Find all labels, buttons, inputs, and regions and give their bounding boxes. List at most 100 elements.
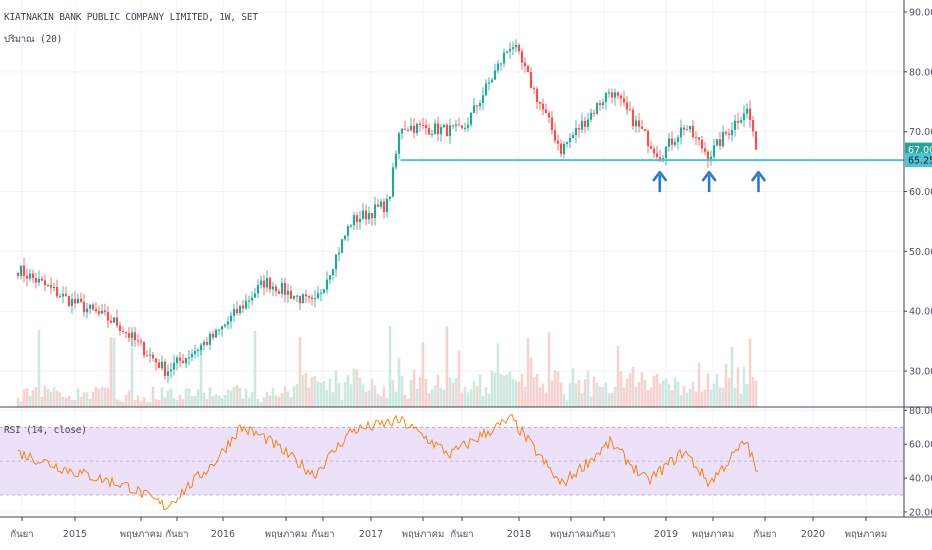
price-tag-bg xyxy=(905,153,932,168)
volume-bar xyxy=(661,380,665,407)
volume-bar xyxy=(316,381,320,407)
volume-bar xyxy=(298,337,302,407)
candle xyxy=(88,304,92,309)
volume-bar xyxy=(331,392,335,407)
volume-bar xyxy=(520,374,524,407)
volume-bar xyxy=(730,346,734,407)
candle xyxy=(184,357,188,364)
volume-bar xyxy=(517,381,521,407)
candle xyxy=(616,92,620,96)
volume-bar xyxy=(25,388,29,407)
volume-bar xyxy=(325,390,329,407)
volume-bar xyxy=(109,337,113,407)
volume-bar xyxy=(457,350,461,407)
candle xyxy=(466,124,470,128)
candle xyxy=(157,362,161,369)
candle xyxy=(409,125,413,131)
candle xyxy=(400,128,404,134)
volume-bar xyxy=(175,400,179,407)
candle xyxy=(535,88,539,102)
candle xyxy=(739,119,743,123)
candle xyxy=(652,148,656,154)
volume-bar xyxy=(307,387,311,407)
candle xyxy=(433,123,437,134)
volume-bar xyxy=(664,378,668,407)
candle xyxy=(289,290,293,299)
candle xyxy=(109,320,113,323)
volume-bar xyxy=(700,391,704,407)
volume-bar xyxy=(538,387,542,407)
x-axis-labels: กันยา 2015 พฤษภาคม กันยา 2016 พฤษภาคม กันยา 201… xyxy=(10,517,887,540)
candle xyxy=(412,125,416,133)
volume-bar xyxy=(430,389,434,407)
candle xyxy=(58,296,62,298)
candle xyxy=(160,361,164,369)
volume-bar xyxy=(514,380,518,407)
candle xyxy=(496,63,500,71)
candle xyxy=(271,286,275,290)
volume-bar xyxy=(613,386,617,407)
x-tick-label: 2017 xyxy=(359,529,383,540)
x-tick-label: พฤษภาคม xyxy=(120,529,163,540)
candle xyxy=(250,297,254,301)
candle xyxy=(121,330,125,332)
candle xyxy=(202,342,206,346)
candle xyxy=(559,143,563,154)
volume-bar xyxy=(418,376,422,407)
volume-bar xyxy=(310,376,314,407)
candle xyxy=(145,355,149,357)
candle xyxy=(676,137,680,142)
volume-bar xyxy=(124,394,128,407)
volume-bar xyxy=(184,388,188,407)
volume-bar xyxy=(523,386,527,407)
volume-bar xyxy=(487,394,491,407)
candle xyxy=(352,215,356,226)
volume-bar xyxy=(172,397,176,407)
volume-bar xyxy=(358,377,362,407)
candle xyxy=(727,133,731,135)
volume-bar xyxy=(286,391,290,407)
y-tick-label: 70.00 xyxy=(909,127,932,138)
candle xyxy=(106,312,110,321)
x-tick-label: กันยา xyxy=(10,529,33,540)
candle xyxy=(190,354,194,358)
support-price-tag: 65.25 xyxy=(905,153,932,168)
candle xyxy=(469,112,473,125)
candle xyxy=(361,210,365,219)
volume-bar xyxy=(658,383,662,407)
candle xyxy=(388,196,392,199)
candle xyxy=(61,293,65,297)
x-tick-label: พฤษภาคม xyxy=(845,529,888,540)
volume-bar xyxy=(424,378,428,407)
volume-bar xyxy=(97,388,101,407)
volume-bar xyxy=(280,393,284,407)
candle xyxy=(577,128,581,130)
volume-bar xyxy=(22,389,26,407)
volume-bar xyxy=(529,357,533,407)
candle xyxy=(25,275,29,279)
volume-bar xyxy=(193,396,197,407)
candle xyxy=(142,341,146,356)
candle xyxy=(370,212,374,218)
candle xyxy=(265,278,269,288)
candle xyxy=(307,296,311,298)
volume-bar xyxy=(445,326,449,407)
candle xyxy=(130,332,134,338)
volume-bar xyxy=(268,395,272,407)
candle xyxy=(16,272,20,276)
candle xyxy=(670,138,674,145)
volume-bar xyxy=(631,366,635,407)
volume-bar xyxy=(238,387,242,407)
volume-bar xyxy=(313,375,317,407)
candle xyxy=(178,357,182,361)
candle xyxy=(70,299,74,306)
volume-bar xyxy=(736,367,740,407)
volume-bar xyxy=(337,383,341,407)
volume-bar xyxy=(163,397,167,407)
volume-bar xyxy=(436,374,440,407)
candle xyxy=(427,128,431,135)
volume-bar xyxy=(340,400,344,407)
candle xyxy=(442,124,446,128)
y-tick-label: 80.00 xyxy=(909,67,932,78)
volume-bar xyxy=(250,391,254,407)
